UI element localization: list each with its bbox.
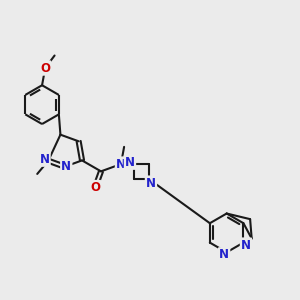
Text: N: N [40,153,50,166]
Text: N: N [146,177,156,190]
Text: O: O [90,181,100,194]
Text: N: N [61,160,71,173]
Text: N: N [219,248,229,261]
Text: O: O [40,61,50,74]
Text: N: N [241,238,251,252]
Text: N: N [125,156,135,169]
Text: N: N [116,158,126,171]
